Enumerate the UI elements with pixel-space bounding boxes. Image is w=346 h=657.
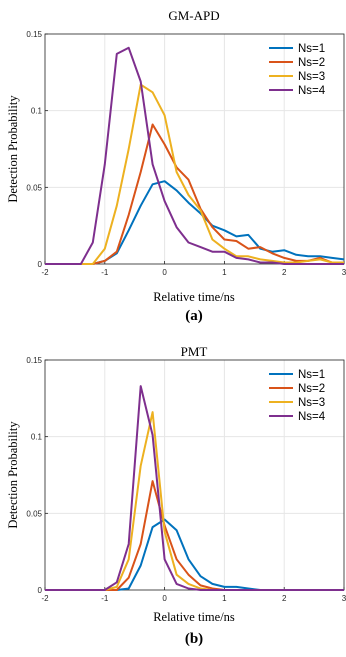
legend-label: Ns=2 <box>298 383 325 395</box>
panel-label: (b) <box>185 631 203 647</box>
x-tick-label: 3 <box>342 268 346 277</box>
series-line-ns4 <box>45 385 344 591</box>
legend-label: Ns=3 <box>298 397 325 409</box>
x-tick-label: 1 <box>222 268 227 277</box>
x-tick-label: 2 <box>282 268 287 277</box>
x-tick-label: -1 <box>101 594 109 603</box>
x-tick-label: -1 <box>101 268 109 277</box>
series-line-ns4 <box>45 46 344 265</box>
series-line-ns2 <box>45 480 344 591</box>
x-tick-label: 0 <box>162 268 167 277</box>
chart-pmt: PMT -2 -1 0 1 2 3 0 0.05 0.1 0.15 Ns=1 Ns=2 Ns=3 Ns=… <box>6 344 346 647</box>
chart-title: GM-APD <box>168 8 219 23</box>
y-tick-label: 0.1 <box>31 433 43 442</box>
legend-label: Ns=1 <box>298 43 325 55</box>
legend-label: Ns=4 <box>298 411 326 423</box>
x-tick-label: 1 <box>222 594 227 603</box>
chart-title: PMT <box>181 344 208 359</box>
x-tick-label: -2 <box>41 594 49 603</box>
x-tick-label: -2 <box>41 268 49 277</box>
y-tick-label: 0.15 <box>26 30 42 39</box>
x-axis-label: Relative time/ns <box>153 610 235 624</box>
y-tick-label: 0 <box>38 260 43 269</box>
legend-label: Ns=4 <box>298 85 326 97</box>
y-tick-label: 0.05 <box>26 509 42 518</box>
y-tick-label: 0.15 <box>26 356 42 365</box>
y-axis-label: Detection Probability <box>6 421 20 529</box>
series-line-ns3 <box>45 411 344 591</box>
y-tick-label: 0.1 <box>31 107 43 116</box>
x-axis-label: Relative time/ns <box>153 290 235 304</box>
chart-gm-apd: GM-APD -2 -1 0 1 2 3 0 0.05 0.1 0.15 Ns=1 Ns=2 Ns=3… <box>6 8 346 324</box>
legend-label: Ns=2 <box>298 57 325 69</box>
plot-frame <box>44 33 345 265</box>
legend-label: Ns=3 <box>298 71 325 83</box>
x-tick-label: 0 <box>162 594 167 603</box>
series-line-ns3 <box>45 83 344 265</box>
x-tick-label: 3 <box>342 594 346 603</box>
legend-label: Ns=1 <box>298 369 325 381</box>
x-tick-label: 2 <box>282 594 287 603</box>
series-line-ns2 <box>45 123 344 265</box>
y-tick-label: 0.05 <box>26 183 42 192</box>
y-tick-label: 0 <box>38 586 43 595</box>
panel-label: (a) <box>185 308 203 324</box>
y-axis-label: Detection Probability <box>6 95 20 203</box>
